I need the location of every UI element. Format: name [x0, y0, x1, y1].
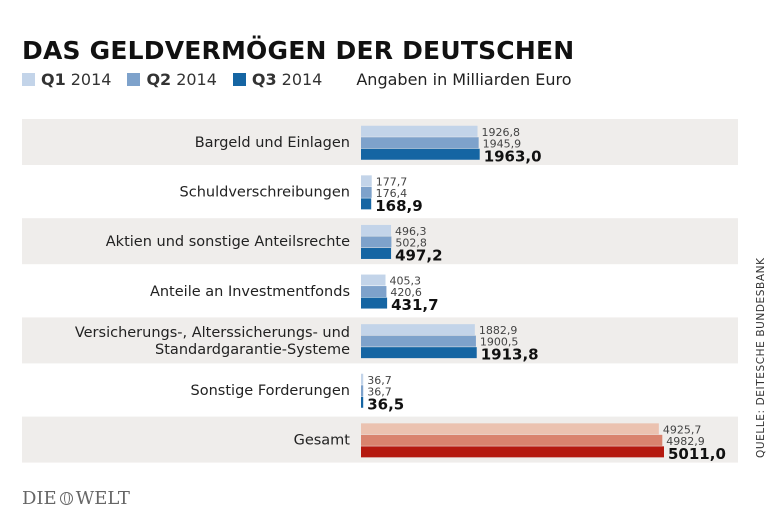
data-label: 36,7 — [367, 385, 392, 398]
data-label: 1913,8 — [481, 346, 539, 364]
data-label: 168,9 — [375, 197, 422, 215]
bar-q3-2014 — [361, 247, 392, 259]
bar-q1-2014 — [361, 125, 478, 137]
bar-q2-2014 — [361, 434, 663, 446]
bar-q1-2014 — [361, 324, 475, 336]
bar-q1-2014 — [361, 224, 392, 236]
bar-q3-2014 — [361, 198, 372, 210]
data-label: 496,3 — [395, 225, 427, 238]
bar-q3-2014 — [361, 446, 664, 458]
legend-swatch-q2 — [127, 73, 141, 86]
legend-year-q2: 2014 — [176, 70, 217, 89]
data-label: 1945,9 — [483, 137, 522, 150]
bar-q1-2014 — [361, 423, 659, 435]
bar-q2-2014 — [361, 286, 387, 298]
data-label: 4925,7 — [663, 423, 702, 436]
bar-q1-2014 — [361, 274, 386, 286]
bar-q2-2014 — [361, 137, 479, 149]
legend-quarter-q2: Q2 — [146, 70, 172, 89]
data-label: 36,5 — [367, 395, 404, 413]
data-label: 1963,0 — [484, 147, 542, 165]
legend-item-q3: Q3 2014 — [232, 70, 323, 89]
bar-q2-2014 — [361, 335, 476, 347]
publisher-logo: DIE WELT — [22, 488, 130, 509]
category-label: Gesamt — [294, 433, 351, 449]
category-label: Sonstige Forderungen — [191, 383, 350, 399]
logo-text-left: DIE — [22, 488, 57, 509]
bar-q1-2014 — [361, 175, 372, 187]
data-label: 405,3 — [390, 275, 422, 288]
legend-item-q2: Q2 2014 — [127, 70, 217, 89]
logo-text-right: WELT — [75, 488, 130, 509]
legend-item-q1: Q1 2014 — [22, 70, 111, 89]
legend-quarter-q3: Q3 — [251, 70, 277, 89]
data-label: 36,7 — [367, 374, 392, 387]
legend-swatch-q1 — [22, 73, 35, 86]
bar-q3-2014 — [361, 396, 364, 408]
bar-q2-2014 — [361, 186, 372, 198]
data-label: 1926,8 — [482, 126, 521, 139]
data-label: 5011,0 — [668, 445, 726, 463]
category-label: Schuldverschreibungen — [180, 185, 350, 201]
data-label: 4982,9 — [666, 435, 705, 448]
legend: Q1 2014 Q2 2014 Q3 2014 Angaben in Milli… — [22, 70, 571, 89]
chart-title: DAS GELDVERMÖGEN DER DEUTSCHEN — [22, 36, 575, 65]
data-label: 502,8 — [395, 236, 427, 249]
bar-q3-2014 — [361, 297, 388, 309]
category-label: Versicherungs-, Alterssicherungs- und — [75, 325, 350, 341]
bar-q1-2014 — [361, 373, 364, 385]
unit-note: Angaben in Milliarden Euro — [356, 70, 572, 89]
bar-q2-2014 — [361, 236, 392, 248]
data-label: 1900,5 — [480, 336, 519, 349]
bar-q3-2014 — [361, 347, 477, 359]
bar-q3-2014 — [361, 148, 480, 160]
data-label: 1882,9 — [479, 324, 518, 337]
legend-quarter-q1: Q1 — [41, 70, 66, 89]
legend-year-q3: 2014 — [281, 70, 323, 89]
data-label: 176,4 — [376, 187, 408, 200]
data-label: 431,7 — [391, 296, 438, 314]
bar-q2-2014 — [361, 385, 364, 397]
data-label: 497,2 — [395, 246, 442, 264]
category-label: Anteile an Investmentfonds — [150, 284, 350, 300]
category-label: Bargeld und Einlagen — [195, 135, 350, 151]
legend-swatch-q3 — [232, 73, 246, 86]
data-label: 177,7 — [376, 175, 408, 188]
data-label: 420,6 — [390, 286, 422, 299]
legend-year-q1: 2014 — [70, 70, 112, 89]
category-label: Standardgarantie-Systeme — [155, 342, 350, 358]
source-note: QUELLE: DEITESCHE BUNDESBANK — [755, 257, 767, 458]
category-label: Aktien und sonstige Anteilsrechte — [106, 234, 350, 250]
globe-icon — [59, 492, 73, 505]
